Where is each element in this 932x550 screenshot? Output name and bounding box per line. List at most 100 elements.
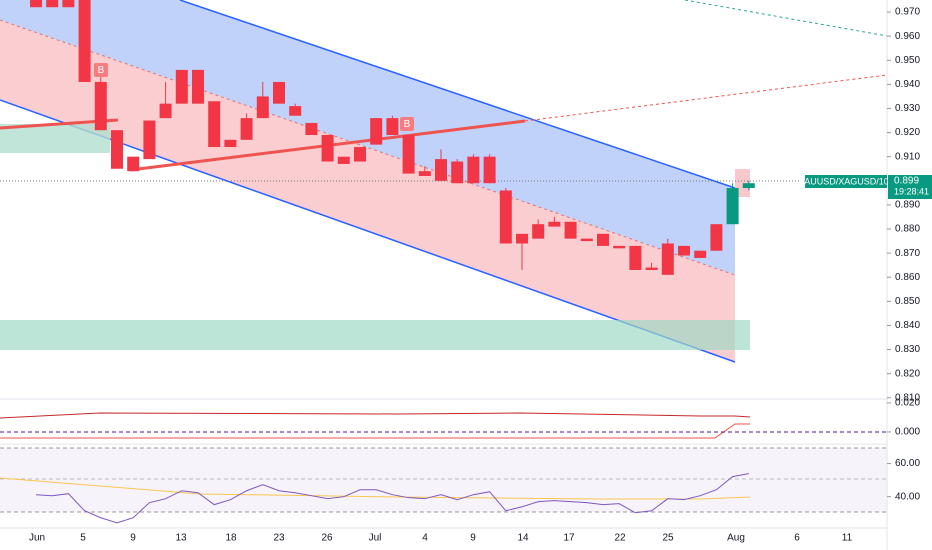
y-tick-label: 0.840 <box>895 320 920 331</box>
candle-body <box>548 221 561 227</box>
candle-body <box>678 245 690 256</box>
x-tick-label: 5 <box>80 533 86 544</box>
indicator-line <box>0 423 750 439</box>
x-tick-label: 22 <box>614 533 626 544</box>
candles <box>30 0 755 275</box>
candle-body <box>208 101 221 148</box>
candle-body <box>580 238 593 242</box>
channel-lower <box>0 20 735 362</box>
y-tick-label: 0.920 <box>895 127 920 138</box>
marker-box <box>94 63 108 77</box>
y-tick-label: 60.00 <box>895 458 920 469</box>
zone <box>0 320 750 350</box>
x-tick-label: 23 <box>273 533 285 544</box>
x-tick-label: Jul <box>369 533 382 544</box>
marker: B <box>404 119 411 130</box>
candle-body <box>629 245 642 270</box>
x-tick-label: 25 <box>662 533 674 544</box>
candle-body <box>305 122 318 135</box>
y-tick-label: 0.940 <box>895 79 920 90</box>
x-tick-label: Aug <box>727 533 745 544</box>
candle-body <box>726 188 739 225</box>
channel-mid <box>0 19 736 276</box>
price-tag <box>888 175 932 199</box>
x-tick-label: 17 <box>563 533 575 544</box>
rsi <box>35 473 749 524</box>
marker-box <box>400 117 414 131</box>
candle-body <box>742 183 755 189</box>
candle-body <box>694 250 707 258</box>
x-tick-label: 14 <box>517 533 529 544</box>
y-tick-label: 0.950 <box>895 55 920 66</box>
symbol-tag <box>805 175 887 188</box>
candle-body <box>273 81 285 104</box>
y-tick-label: 0.880 <box>895 224 920 235</box>
candle-body <box>597 233 609 246</box>
candle-body <box>30 0 42 8</box>
rsi-line <box>35 473 749 524</box>
x-tick-label: 13 <box>175 533 187 544</box>
y-tick-label: 0.970 <box>895 7 920 18</box>
candle-body <box>483 156 496 184</box>
rsi-ma <box>0 477 751 500</box>
candle-body <box>224 139 237 148</box>
channel-upper <box>0 0 735 275</box>
rsi-band <box>0 448 887 512</box>
y-tick-label: 0.850 <box>895 296 920 307</box>
candle-body <box>418 171 431 176</box>
y-tick-label: 0.020 <box>895 398 920 409</box>
candle-body <box>240 118 253 140</box>
candle-body <box>143 120 156 160</box>
last-price: 0.899 <box>894 176 919 187</box>
candle-body <box>661 243 674 275</box>
candle-body <box>370 118 383 145</box>
y-tick-label: 0.810 <box>895 392 920 403</box>
zone <box>0 124 110 153</box>
channel-top <box>179 0 736 189</box>
candle-body <box>337 156 350 164</box>
candle-body <box>354 147 366 162</box>
x-tick-label: 9 <box>470 533 476 544</box>
y-tick-label: 0.910 <box>895 151 920 162</box>
x-tick-label: Jun <box>29 533 45 544</box>
trend-extension <box>524 74 888 122</box>
x-tick-label: 4 <box>422 533 428 544</box>
candle-body <box>175 69 188 104</box>
zone <box>735 169 750 197</box>
y-tick-label: 40.00 <box>895 491 920 502</box>
marker: B <box>98 65 105 76</box>
y-tick-label: 0.890 <box>895 200 920 211</box>
candle-body <box>710 224 723 251</box>
candle-body <box>94 81 107 131</box>
candle-body <box>402 135 415 174</box>
candle-body <box>127 156 140 172</box>
candle-body <box>159 103 172 119</box>
x-tick-label: 6 <box>794 533 800 544</box>
candle-body <box>321 135 334 162</box>
candle-body <box>386 118 399 135</box>
y-tick-label: 0.830 <box>895 344 920 355</box>
candle-body <box>192 69 204 104</box>
countdown: 19:28:41 <box>894 186 929 196</box>
drawings <box>0 0 888 363</box>
candle-body <box>532 224 545 239</box>
x-tick-label: 11 <box>842 533 853 544</box>
x-tick-label: 26 <box>321 533 333 544</box>
candle-body <box>516 233 528 244</box>
candle-body <box>645 267 658 270</box>
y-tick-label: 0.870 <box>895 248 920 259</box>
candle-body <box>435 159 447 181</box>
symbol: XAUUSD/XAGUSD/100 <box>798 176 894 186</box>
trend-extension <box>684 0 888 37</box>
candle-body <box>46 0 59 8</box>
candle-body <box>289 106 302 116</box>
indicator-line <box>0 412 751 419</box>
y-tick-label: 0.860 <box>895 272 920 283</box>
x-tick-label: 18 <box>225 533 237 544</box>
candle-body <box>62 0 75 8</box>
candle-body <box>78 0 91 82</box>
candle-body <box>613 245 626 249</box>
y-tick-label: 0.960 <box>895 31 920 42</box>
x-tick-label: 9 <box>130 533 136 544</box>
